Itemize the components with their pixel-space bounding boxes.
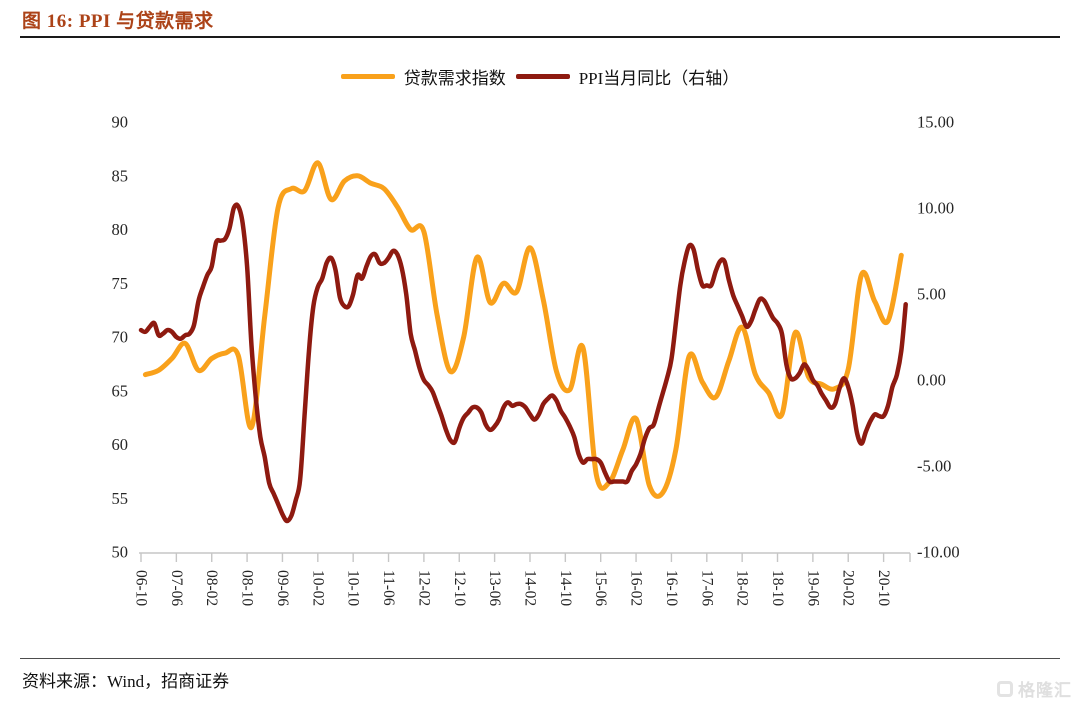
footer-divider (20, 658, 1060, 659)
x-tick-label: 15-06 (592, 570, 609, 606)
legend-swatch-loan-demand (340, 74, 395, 79)
x-tick-label: 14-10 (557, 570, 574, 606)
right-axis-tick-label: 0.00 (917, 371, 946, 390)
left-axis-tick-label: 50 (112, 543, 129, 562)
x-tick-label: 07-06 (168, 570, 185, 606)
right-axis-tick-label: 5.00 (917, 285, 946, 304)
left-axis-tick-label: 75 (112, 274, 129, 293)
x-tick-label: 20-10 (875, 570, 892, 606)
left-axis-tick-label: 55 (112, 489, 129, 508)
right-axis-tick-label: -10.00 (917, 543, 960, 562)
left-axis-tick-label: 85 (112, 166, 129, 185)
x-tick-label: 13-06 (486, 570, 503, 606)
legend-label-ppi: PPI当月同比（右轴） (578, 69, 740, 88)
x-tick-label: 18-02 (734, 570, 751, 606)
x-tick-label: 09-06 (274, 570, 291, 606)
x-tick-label: 16-10 (663, 570, 680, 606)
left-axis-tick-label: 65 (112, 381, 129, 400)
legend-swatch-ppi (515, 74, 570, 79)
legend-item-ppi: PPI当月同比（右轴） (515, 64, 740, 89)
title-divider (20, 36, 1060, 38)
legend-item-loan-demand: 贷款需求指数 (340, 64, 506, 89)
left-axis-tick-label: 80 (112, 220, 129, 239)
right-axis-tick-label: 10.00 (917, 199, 954, 218)
right-axis-tick-label: 15.00 (917, 113, 954, 132)
x-tick-label: 08-02 (203, 570, 220, 606)
gelonghui-logo-icon (997, 680, 1013, 697)
gelonghui-watermark: 格隆汇 (997, 676, 1072, 701)
figure-title: 图 16: PPI 与贷款需求 (22, 11, 214, 32)
x-tick-label: 12-10 (451, 570, 468, 606)
source-note: 资料来源：Wind，招商证券 (22, 672, 230, 691)
x-tick-label: 12-02 (415, 570, 432, 606)
loan-demand-index-line (142, 160, 904, 499)
x-tick-label: 08-10 (239, 570, 256, 606)
left-axis-tick-label: 60 (112, 435, 129, 454)
ppi-yoy-line (138, 202, 908, 524)
x-tick-label: 10-10 (345, 570, 362, 606)
watermark-text: 格隆汇 (1018, 681, 1072, 700)
x-tick-label: 16-02 (628, 570, 645, 606)
chart-legend: 贷款需求指数 PPI当月同比（右轴） (0, 64, 1080, 89)
x-tick-label: 19-06 (804, 570, 821, 606)
x-tick-label: 11-06 (380, 570, 397, 606)
x-tick-label: 17-06 (698, 570, 715, 606)
right-axis-tick-label: -5.00 (917, 457, 951, 476)
x-tick-label: 06-10 (133, 570, 150, 606)
x-tick-label: 14-02 (521, 570, 538, 606)
legend-label-loan-demand: 贷款需求指数 (403, 69, 506, 88)
x-tick-label: 20-02 (840, 570, 857, 606)
left-axis-tick-label: 90 (112, 113, 129, 132)
x-tick-label: 10-02 (309, 570, 326, 606)
left-axis-tick-label: 70 (112, 328, 129, 347)
x-tick-label: 18-10 (769, 570, 786, 606)
